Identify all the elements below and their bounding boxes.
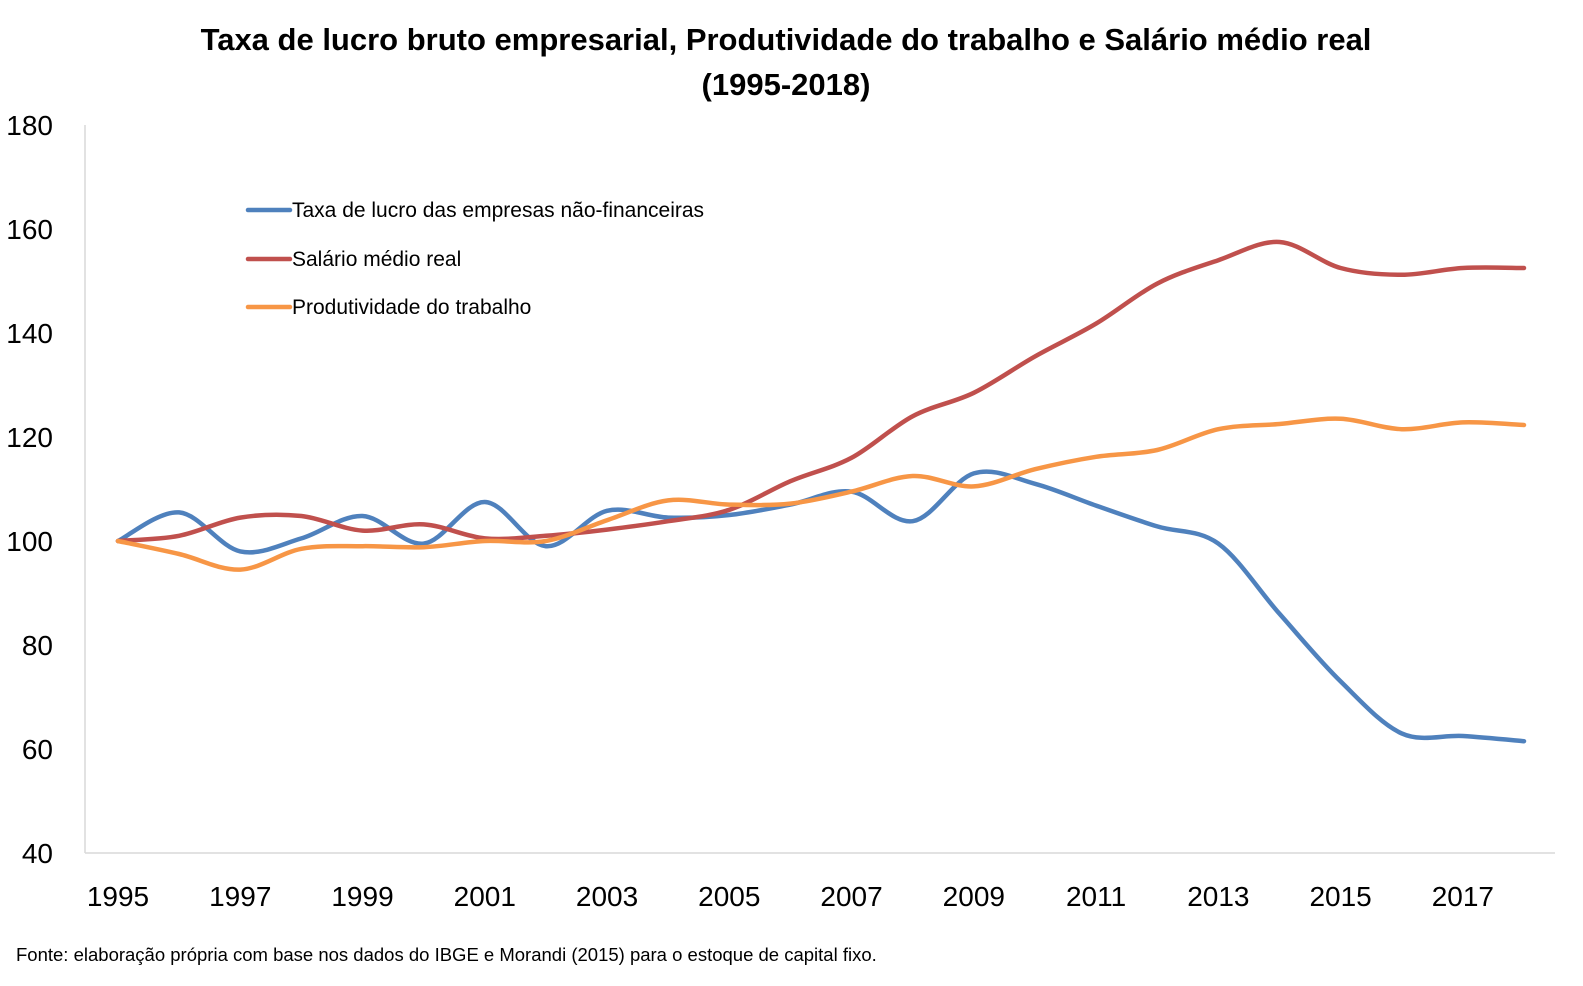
legend-label-2: Salário médio real bbox=[292, 248, 461, 271]
x-tick-label: 1995 bbox=[87, 881, 149, 912]
x-tick-label: 2003 bbox=[576, 881, 638, 912]
series-line-2 bbox=[115, 239, 1527, 544]
legend-label-1: Taxa de lucro das empresas não-financeir… bbox=[292, 199, 704, 222]
y-tick-label: 80 bbox=[22, 630, 53, 661]
chart-title-line-1: Taxa de lucro bruto empresarial, Produti… bbox=[201, 22, 1372, 57]
y-tick-label: 40 bbox=[22, 838, 53, 869]
x-tick-label: 2011 bbox=[1066, 881, 1126, 912]
y-tick-label: 60 bbox=[22, 734, 53, 765]
x-tick-label: 1997 bbox=[209, 881, 271, 912]
source-note: Fonte: elaboração própria com base nos d… bbox=[16, 944, 877, 965]
x-tick-label: 2013 bbox=[1187, 881, 1249, 912]
y-tick-label: 100 bbox=[6, 526, 53, 557]
x-tick-label: 2007 bbox=[820, 881, 882, 912]
y-tick-label: 140 bbox=[6, 318, 53, 349]
x-tick-label: 2005 bbox=[698, 881, 760, 912]
chart-title-line-2: (1995-2018) bbox=[702, 67, 871, 102]
x-tick-label: 2015 bbox=[1309, 881, 1371, 912]
y-tick-label: 180 bbox=[6, 110, 53, 141]
y-tick-label: 120 bbox=[6, 422, 53, 453]
x-tick-label: 2009 bbox=[943, 881, 1005, 912]
x-tick-label: 2017 bbox=[1432, 881, 1494, 912]
series-line-1 bbox=[115, 469, 1527, 744]
x-tick-label: 2001 bbox=[454, 881, 516, 912]
series-line-3 bbox=[115, 416, 1527, 572]
x-tick-label: 1999 bbox=[331, 881, 393, 912]
y-tick-label: 160 bbox=[6, 214, 53, 245]
legend-label-3: Produtividade do trabalho bbox=[292, 296, 531, 319]
